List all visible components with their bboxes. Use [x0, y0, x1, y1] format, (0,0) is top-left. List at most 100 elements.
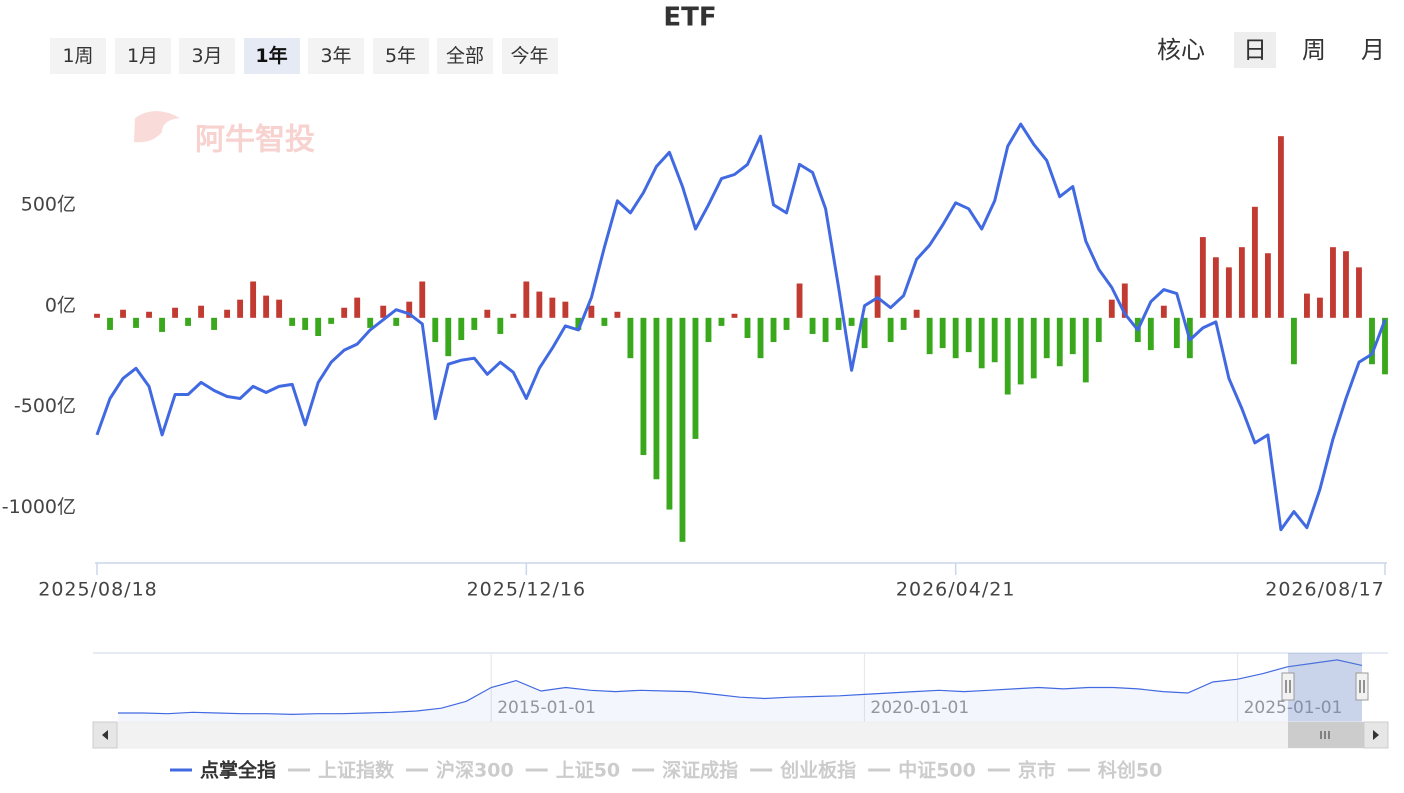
bar — [601, 317, 608, 326]
bar — [1017, 317, 1024, 385]
legend-label[interactable]: 上证指数 — [318, 759, 395, 782]
bar — [562, 301, 569, 318]
bar — [367, 317, 374, 328]
bar — [263, 295, 270, 318]
legend-label[interactable]: 沪深300 — [436, 759, 514, 782]
navigator-handle[interactable] — [1281, 672, 1295, 701]
bar — [1004, 317, 1011, 395]
range-button[interactable]: 全部 — [437, 38, 493, 74]
bar — [952, 317, 959, 359]
bar — [1160, 305, 1167, 318]
bar — [744, 317, 751, 338]
bar — [1369, 317, 1375, 365]
range-button[interactable]: 1月 — [114, 38, 171, 74]
range-button[interactable]: 3年 — [308, 38, 364, 74]
bar — [458, 317, 465, 341]
bar — [107, 317, 113, 330]
bar — [341, 307, 348, 318]
bar — [809, 317, 816, 334]
scrollbar-track — [92, 721, 1389, 749]
bar — [1030, 317, 1037, 379]
bar — [718, 317, 725, 326]
y-tick-label: 0亿 — [45, 294, 76, 316]
scrollbar-thumb[interactable] — [1288, 722, 1364, 748]
bar — [419, 281, 426, 318]
range-button[interactable]: 3月 — [179, 38, 235, 74]
line — [95, 122, 1387, 532]
period-button[interactable]: 核心 — [1157, 36, 1205, 64]
bar — [120, 309, 126, 318]
period-button[interactable]: 周 — [1302, 36, 1326, 64]
bar — [1356, 267, 1362, 318]
bar — [1121, 283, 1128, 318]
bar — [588, 305, 595, 318]
navigator-window[interactable] — [1288, 653, 1362, 722]
x-tick-label: 2026/04/21 — [896, 579, 1016, 601]
x-tick-label: 2025/12/16 — [467, 579, 587, 601]
bar — [211, 317, 218, 330]
bar — [1173, 317, 1180, 349]
bar — [1147, 317, 1154, 351]
bar — [484, 309, 491, 318]
x-tick-label: 2026/08/17 — [1265, 579, 1385, 601]
bar — [315, 317, 322, 336]
bar — [1291, 317, 1297, 365]
bar — [185, 317, 191, 326]
bar — [406, 301, 413, 318]
period-button[interactable]: 月 — [1361, 36, 1385, 64]
arrow — [102, 730, 108, 740]
legend-label[interactable]: 上证50 — [556, 760, 620, 782]
period-button[interactable]: 日 — [1234, 32, 1276, 68]
bar — [965, 317, 972, 353]
bar — [679, 317, 686, 542]
bar — [354, 297, 361, 318]
range-button[interactable]: 今年 — [501, 38, 558, 74]
legend-label[interactable]: 创业板指 — [779, 759, 856, 782]
bar — [822, 317, 829, 343]
bar — [887, 317, 894, 343]
bar — [991, 317, 998, 363]
range-button[interactable]: 1周 — [50, 38, 106, 74]
bar — [796, 283, 803, 318]
bar — [198, 305, 205, 318]
bar — [640, 317, 647, 456]
navigator-handle[interactable] — [1355, 672, 1369, 701]
legend-label[interactable]: 深证成指 — [662, 759, 738, 782]
handle-grip — [1359, 680, 1365, 693]
bar — [1043, 317, 1050, 359]
bar — [1317, 297, 1323, 318]
bar — [1264, 253, 1271, 318]
legend-label[interactable]: 科创50 — [1098, 759, 1162, 782]
bar — [250, 281, 257, 318]
bar — [666, 317, 673, 510]
bar — [926, 317, 933, 355]
bar — [1225, 267, 1232, 318]
bar — [237, 299, 244, 318]
watermark: 阿牛智投 — [195, 123, 315, 158]
bar — [861, 317, 868, 349]
legend-label[interactable]: 点掌全指 — [200, 759, 276, 782]
bar — [1304, 293, 1310, 318]
handle-grip — [1285, 680, 1291, 693]
bar — [1382, 317, 1388, 375]
bar — [224, 309, 231, 318]
navigator-line — [118, 659, 1363, 716]
bar — [783, 317, 790, 330]
range-button[interactable]: 1年 — [243, 38, 300, 74]
bar — [276, 299, 283, 318]
navigator-tick-label: 2015-01-01 — [497, 698, 596, 718]
bar — [172, 307, 178, 318]
legend-label[interactable]: 中证500 — [898, 759, 976, 782]
bar — [146, 311, 152, 318]
bar — [653, 317, 660, 480]
x-tick-label: 2025/08/18 — [38, 579, 158, 601]
thumb-grip — [1320, 731, 1330, 739]
bar — [692, 317, 699, 439]
legend-label[interactable]: 京市 — [1018, 759, 1056, 782]
y-tick-label: 500亿 — [21, 193, 76, 215]
bar — [939, 317, 946, 349]
range-button[interactable]: 5年 — [372, 38, 429, 74]
y-tick-label: -1000亿 — [2, 496, 76, 518]
